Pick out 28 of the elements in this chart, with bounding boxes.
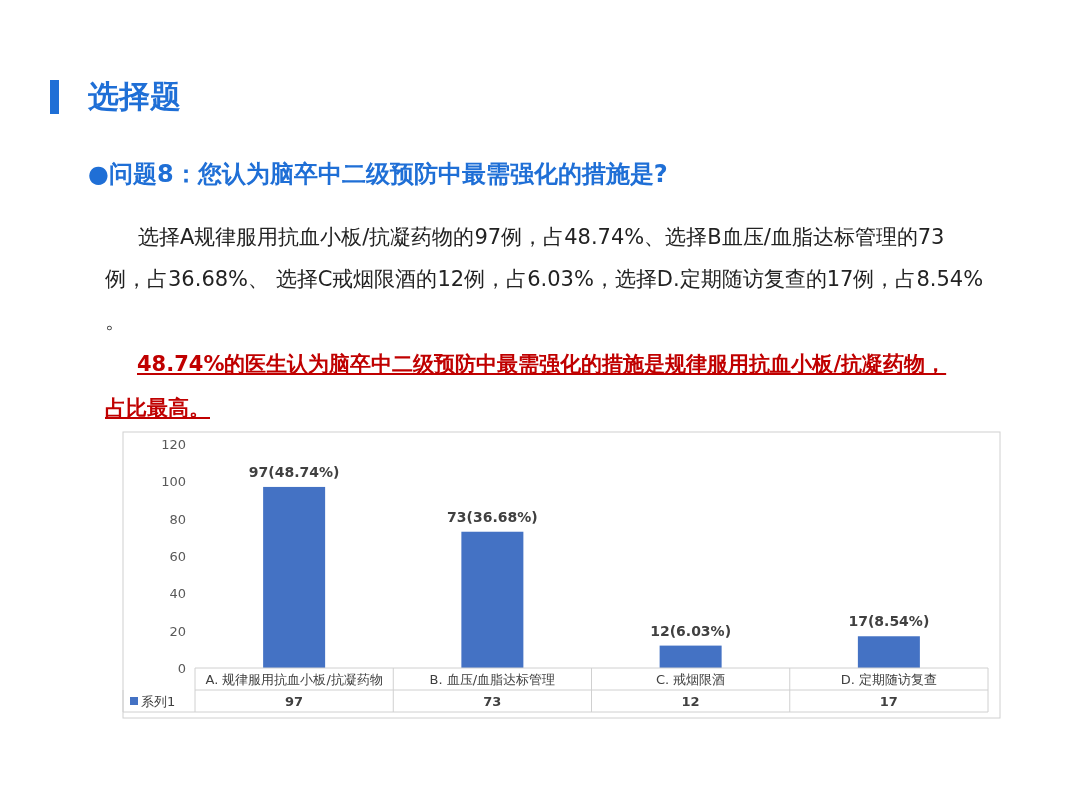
x-tick-label: C. 戒烟限酒	[655, 672, 726, 687]
bar	[659, 645, 722, 668]
y-tick-label: 120	[161, 437, 186, 452]
x-tick-label: B. 血压/血脂达标管理	[429, 672, 556, 687]
chart-subtitle: ●问题8：您认为脑卒中二级预防中最需强化的措施是?	[88, 159, 668, 190]
bar	[461, 531, 524, 668]
annotation: 73(36.68%)	[447, 508, 538, 525]
chart-title: 选择题	[88, 77, 181, 116]
y-tick-label: 80	[169, 511, 186, 527]
text: 48.74%的医生认为脑卒中二级预防中最需强化的措施是规律服用抗血小板/抗凝药物，占比最高。	[105, 351, 948, 422]
bar	[857, 636, 920, 668]
y-tick-label: 100	[161, 474, 186, 490]
bar	[263, 486, 326, 668]
legend-label: 系列1	[141, 694, 176, 709]
x-tick-label: D. 定期随访复查	[840, 672, 938, 687]
data-label: 97	[285, 694, 304, 709]
y-tick-label: 20	[169, 623, 186, 639]
annotation: 97(48.74%)	[248, 463, 340, 480]
annotation: 12(6.03%)	[650, 622, 732, 639]
text: 选择A规律服用抗血小板/抗凝药物的97例，占48.74%、选择B血压/血脂达标管理的73例，占36.68%、 选择C戒烟限酒的12例，占6.03%，选择D.定期随访复查的17例，占8.54% 。	[105, 224, 985, 335]
y-tick-label: 60	[169, 549, 186, 564]
annotation: 17(8.54%)	[848, 613, 930, 630]
data-label: 73	[483, 694, 502, 709]
y-tick-label: 40	[169, 586, 186, 602]
y-tick-label: 0	[177, 661, 186, 676]
x-tick-label: A. 规律服用抗血小板/抗凝药物	[205, 672, 383, 687]
data-label: 12	[681, 694, 700, 709]
data-label: 17	[879, 694, 898, 709]
